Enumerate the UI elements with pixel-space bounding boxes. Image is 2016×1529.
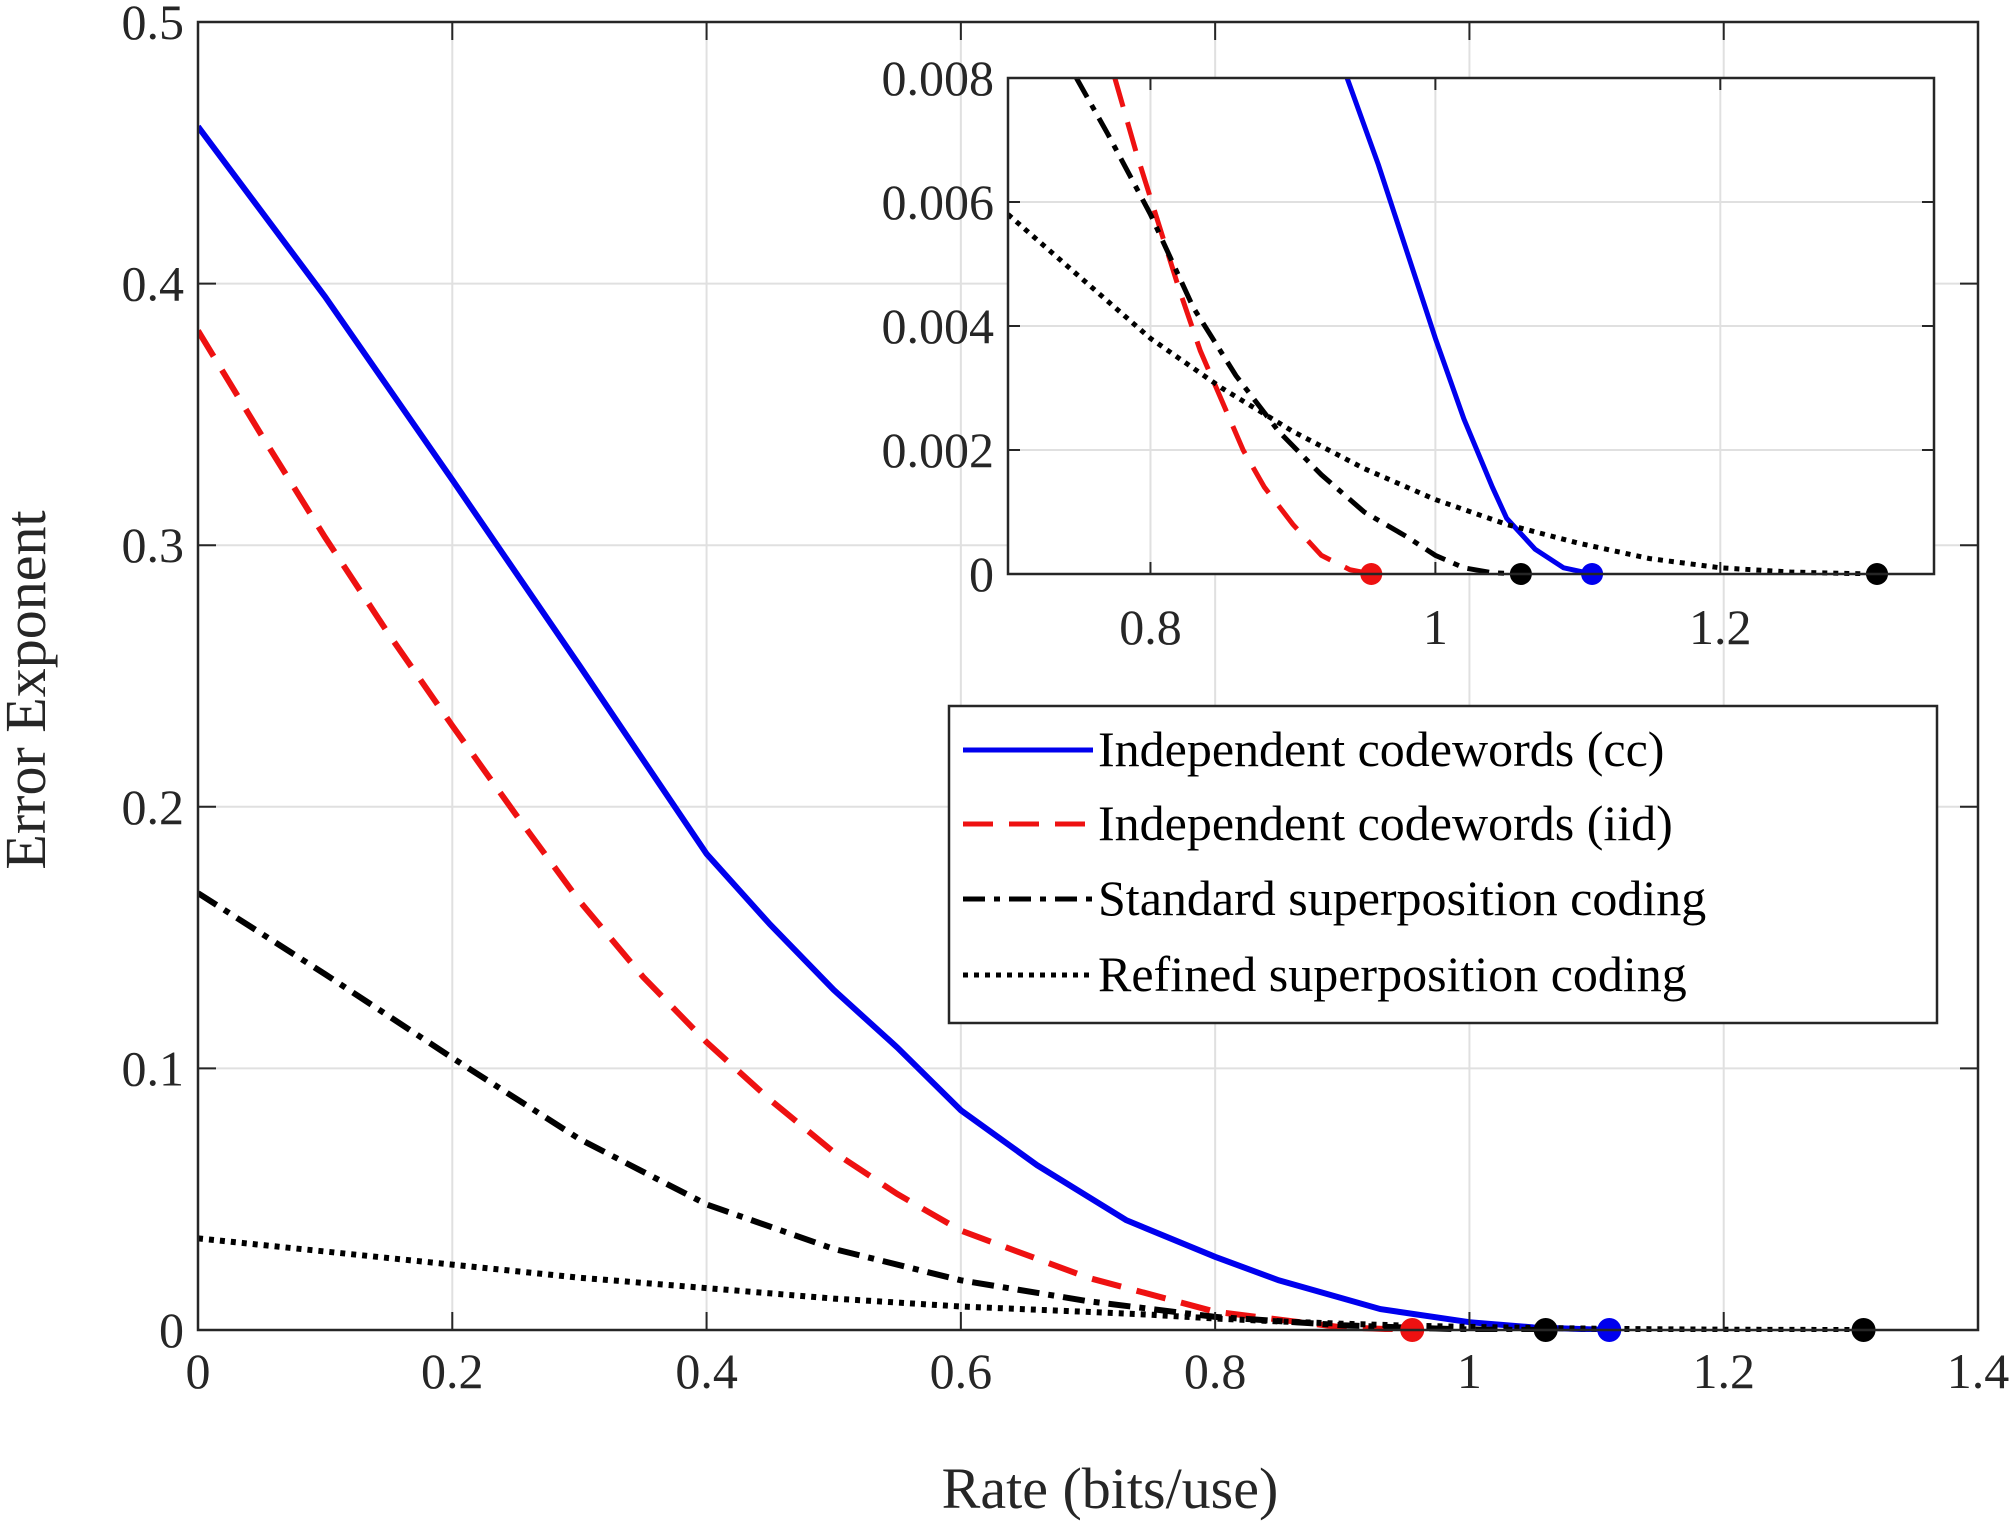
main-series-line-1 [198, 329, 1413, 1332]
inset-y-tick-label: 0.004 [882, 298, 995, 354]
inset-series-line-3 [1008, 212, 1878, 576]
main-series-line-0 [198, 124, 1610, 1332]
inset-y-tick-label: 0.002 [882, 422, 995, 478]
legend-entry-cc: Independent codewords (cc) [1098, 721, 1664, 777]
main-x-tick-label: 1.2 [1692, 1343, 1755, 1399]
x-axis-title: Rate (bits/use) [942, 1456, 1279, 1521]
main-x-tick-label: 1.4 [1947, 1343, 2010, 1399]
inset-x-tick-label: 1 [1423, 599, 1448, 655]
legend-box [947, 704, 1939, 1025]
inset-y-tick-label: 0.008 [882, 50, 995, 106]
main-x-tick-label: 0 [186, 1343, 211, 1399]
legend-entry-standard: Standard superposition coding [1098, 870, 1706, 926]
inset-x-tick-label: 1.2 [1689, 599, 1752, 655]
inset-series-line-0 [1344, 77, 1593, 576]
legend-entry-refined: Refined superposition coding [1098, 946, 1687, 1002]
y-axis-title: Error Exponent [0, 510, 58, 869]
main-x-tick-label: 0.8 [1184, 1343, 1247, 1399]
legend-entry-iid: Independent codewords (iid) [1098, 795, 1673, 851]
legend: Independent codewords (cc) Independent c… [947, 704, 1939, 1025]
main-y-tick-label: 0 [159, 1302, 184, 1358]
main-x-tick-label: 0.2 [421, 1343, 484, 1399]
main-x-tick-label: 1 [1457, 1343, 1482, 1399]
main-x-tick-label: 0.4 [675, 1343, 738, 1399]
inset-series-line-2 [1074, 76, 1522, 576]
main-x-tick-label: 0.6 [930, 1343, 993, 1399]
main-frame [196, 20, 1980, 1332]
main-y-tick-label: 0.2 [122, 779, 185, 835]
inset-series-line-1 [1112, 77, 1372, 576]
main-y-tick-label: 0.5 [122, 0, 185, 50]
main-y-tick-label: 0.1 [122, 1040, 185, 1096]
inset-plot-area: 0.8 1 1.2 0 0.002 0.004 0.006 0.008 [882, 50, 1936, 655]
inset-y-tick-label: 0 [969, 546, 994, 602]
inset-x-tick-label: 0.8 [1119, 599, 1182, 655]
inset-y-tick-label: 0.006 [882, 174, 995, 230]
main-y-tick-label: 0.4 [122, 256, 185, 312]
main-y-tick-label: 0.3 [122, 517, 185, 573]
